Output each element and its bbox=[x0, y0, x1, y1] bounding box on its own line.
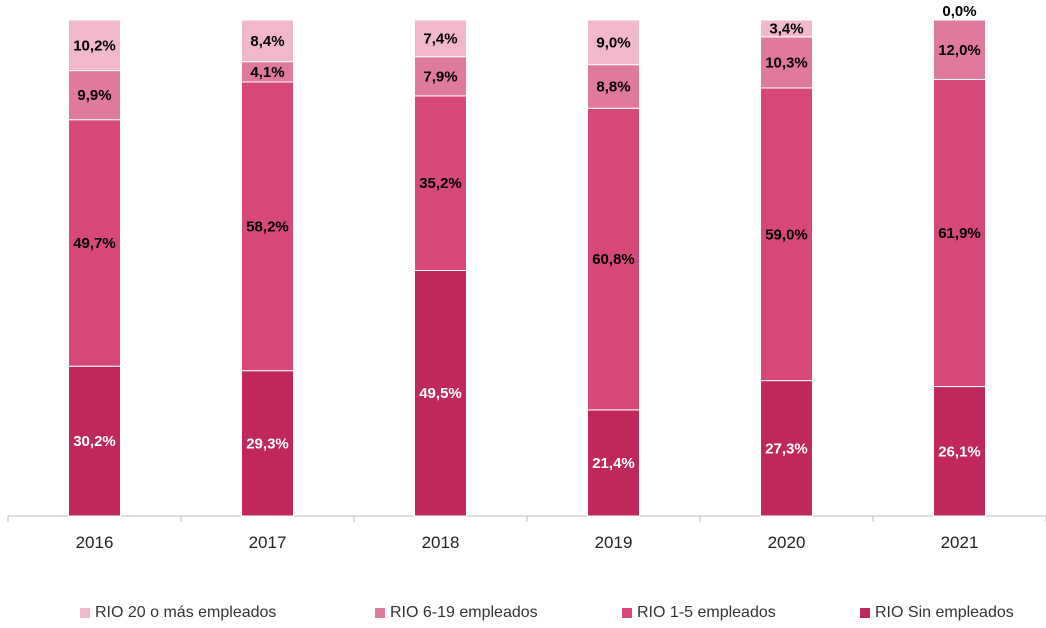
data-label: 49,5% bbox=[419, 385, 462, 402]
bar-segment bbox=[414, 56, 467, 97]
bar-segment bbox=[68, 119, 121, 367]
legend-swatch bbox=[80, 608, 90, 618]
stacked-bar-chart: 30,2% 49,7% 9,9% 10,2% 2016 29,3% 58,2% 4,1% 8,4… bbox=[7, 3, 1046, 552]
data-label: 12,0% bbox=[938, 42, 981, 59]
data-label: 8,8% bbox=[596, 78, 630, 95]
bar-segment bbox=[414, 19, 467, 58]
bar-segment bbox=[68, 19, 121, 72]
data-label: 35,2% bbox=[419, 175, 462, 192]
data-label: 61,9% bbox=[938, 225, 981, 242]
bar-segment bbox=[241, 81, 294, 372]
legend-item: RIO Sin empleados bbox=[860, 604, 1014, 622]
bar-segment bbox=[587, 409, 640, 517]
bar-segment bbox=[760, 87, 813, 382]
data-label: 27,3% bbox=[765, 440, 808, 457]
data-label: 7,9% bbox=[423, 68, 457, 85]
data-label: 0,0% bbox=[942, 3, 976, 20]
bar-segment bbox=[587, 19, 640, 66]
legend-swatch bbox=[622, 608, 632, 618]
legend-item: RIO 6-19 empleados bbox=[375, 604, 538, 622]
bar-segment bbox=[241, 19, 294, 63]
bar-segment bbox=[241, 370, 294, 517]
data-label: 30,2% bbox=[73, 433, 116, 450]
x-tick-label: 2021 bbox=[941, 533, 979, 552]
bar-segment bbox=[760, 380, 813, 517]
data-label: 7,4% bbox=[423, 30, 457, 47]
legend-label: RIO Sin empleados bbox=[875, 604, 1014, 621]
legend-label: RIO 1-5 empleados bbox=[637, 604, 776, 621]
data-label: 10,2% bbox=[73, 37, 116, 54]
bar-segment bbox=[933, 19, 986, 81]
legend-swatch bbox=[375, 608, 385, 618]
bar-segment bbox=[68, 365, 121, 517]
bar-segment bbox=[414, 95, 467, 271]
data-label: 49,7% bbox=[73, 235, 116, 252]
legend-item: RIO 1-5 empleados bbox=[622, 604, 776, 622]
x-tick-label: 2017 bbox=[249, 533, 287, 552]
data-label: 8,4% bbox=[250, 33, 284, 50]
data-label: 26,1% bbox=[938, 443, 981, 460]
x-tick-label: 2018 bbox=[422, 533, 460, 552]
bar-segment bbox=[587, 107, 640, 411]
data-label: 3,4% bbox=[769, 20, 803, 37]
data-label: 21,4% bbox=[592, 455, 635, 472]
data-label: 29,3% bbox=[246, 435, 289, 452]
data-label: 9,9% bbox=[77, 87, 111, 104]
data-label: 10,3% bbox=[765, 54, 808, 71]
legend-label: RIO 6-19 empleados bbox=[390, 604, 538, 621]
x-tick-label: 2020 bbox=[768, 533, 806, 552]
data-label: 4,1% bbox=[250, 64, 284, 81]
chart-legend: RIO 20 o más empleados RIO 6-19 empleados… bbox=[0, 604, 1046, 628]
data-label: 9,0% bbox=[596, 34, 630, 51]
data-label: 60,8% bbox=[592, 251, 635, 268]
x-tick-label: 2016 bbox=[76, 533, 114, 552]
bar-segment bbox=[933, 79, 986, 388]
data-label: 59,0% bbox=[765, 226, 808, 243]
x-tick-label: 2019 bbox=[595, 533, 633, 552]
bar-segment bbox=[414, 269, 467, 517]
bar-segment bbox=[68, 70, 121, 121]
bar-segment bbox=[760, 19, 813, 38]
data-label: 58,2% bbox=[246, 218, 289, 235]
legend-label: RIO 20 o más empleados bbox=[95, 604, 277, 621]
legend-item: RIO 20 o más empleados bbox=[80, 604, 276, 622]
legend-swatch bbox=[860, 608, 870, 618]
